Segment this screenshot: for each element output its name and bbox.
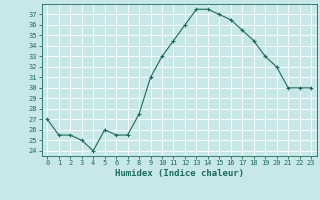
X-axis label: Humidex (Indice chaleur): Humidex (Indice chaleur) [115,169,244,178]
